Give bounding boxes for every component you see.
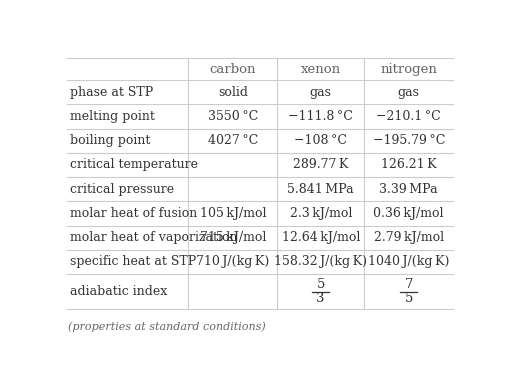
Text: carbon: carbon	[209, 63, 256, 75]
Text: 4027 °C: 4027 °C	[208, 134, 258, 147]
Text: critical pressure: critical pressure	[70, 183, 174, 196]
Text: −210.1 °C: −210.1 °C	[376, 110, 441, 123]
Text: −111.8 °C: −111.8 °C	[288, 110, 353, 123]
Text: 0.36 kJ/mol: 0.36 kJ/mol	[374, 207, 444, 220]
Text: 3: 3	[316, 292, 325, 305]
Text: (properties at standard conditions): (properties at standard conditions)	[68, 321, 266, 332]
Text: adiabatic index: adiabatic index	[70, 285, 168, 298]
Text: 3.39 MPa: 3.39 MPa	[379, 183, 438, 196]
Text: 715 kJ/mol: 715 kJ/mol	[200, 231, 266, 244]
Text: boiling point: boiling point	[70, 134, 151, 147]
Text: gas: gas	[397, 86, 420, 99]
Text: 7: 7	[405, 278, 413, 291]
Text: 126.21 K: 126.21 K	[381, 159, 437, 171]
Text: 105 kJ/mol: 105 kJ/mol	[200, 207, 266, 220]
Text: critical temperature: critical temperature	[70, 159, 198, 171]
Text: nitrogen: nitrogen	[380, 63, 437, 75]
Text: 2.79 kJ/mol: 2.79 kJ/mol	[374, 231, 444, 244]
Text: phase at STP: phase at STP	[70, 86, 154, 99]
Text: xenon: xenon	[301, 63, 341, 75]
Text: −108 °C: −108 °C	[294, 134, 347, 147]
Text: 2.3 kJ/mol: 2.3 kJ/mol	[289, 207, 352, 220]
Text: 289.77 K: 289.77 K	[293, 159, 348, 171]
Text: 5: 5	[405, 292, 413, 305]
Text: molar heat of vaporization: molar heat of vaporization	[70, 231, 238, 244]
Text: solid: solid	[218, 86, 248, 99]
Text: 710 J/(kg K): 710 J/(kg K)	[196, 255, 269, 268]
Text: 3550 °C: 3550 °C	[208, 110, 258, 123]
Text: specific heat at STP: specific heat at STP	[70, 255, 197, 268]
Text: 12.64 kJ/mol: 12.64 kJ/mol	[281, 231, 360, 244]
Text: melting point: melting point	[70, 110, 155, 123]
Text: molar heat of fusion: molar heat of fusion	[70, 207, 198, 220]
Text: 1040 J/(kg K): 1040 J/(kg K)	[368, 255, 449, 268]
Text: −195.79 °C: −195.79 °C	[373, 134, 445, 147]
Text: 158.32 J/(kg K): 158.32 J/(kg K)	[274, 255, 367, 268]
Text: gas: gas	[310, 86, 332, 99]
Text: 5: 5	[316, 278, 325, 291]
Text: 5.841 MPa: 5.841 MPa	[287, 183, 354, 196]
